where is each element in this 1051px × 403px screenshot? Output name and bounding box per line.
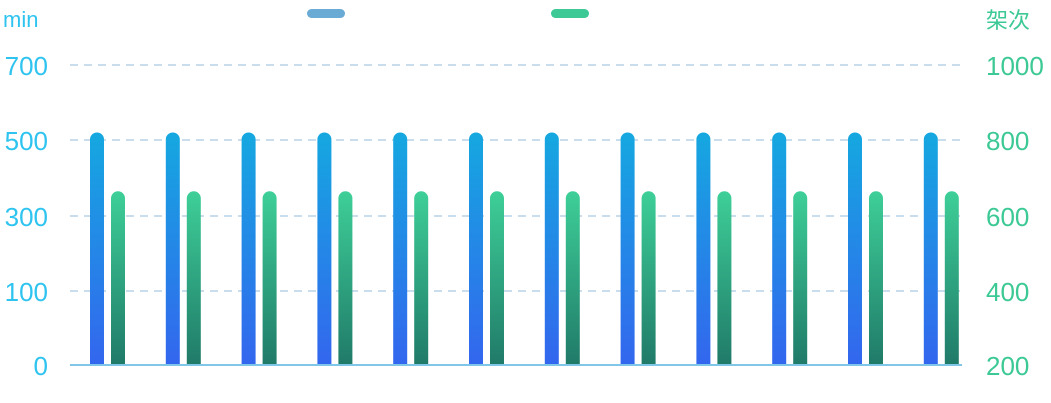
right-axis-ticks: 200 400 600 800 1000 — [986, 51, 1044, 381]
left-axis-tick-label: 700 — [5, 51, 48, 81]
bar-series-0[interactable] — [544, 132, 559, 366]
left-axis-tick-label: 100 — [5, 277, 48, 307]
legend-swatch-series-0[interactable] — [307, 9, 345, 18]
bar-series-1[interactable] — [414, 191, 429, 365]
bar-series-1[interactable] — [793, 191, 808, 365]
bar-series-0[interactable] — [241, 132, 256, 366]
bar-series-1[interactable] — [944, 191, 959, 365]
bar-series-0[interactable] — [696, 132, 711, 366]
right-axis-unit-label: 架次 — [986, 8, 1030, 33]
bar-series-1[interactable] — [262, 191, 277, 365]
right-axis-tick-label: 200 — [986, 351, 1029, 381]
left-axis-tick-label: 0 — [34, 351, 48, 381]
bar-series-0[interactable] — [620, 132, 635, 366]
bar-series-1[interactable] — [717, 191, 732, 365]
bar-series-0[interactable] — [772, 132, 787, 366]
legend-swatch-series-1[interactable] — [551, 9, 589, 18]
grid-lines — [70, 64, 962, 292]
bar-series-0[interactable] — [848, 132, 862, 366]
left-axis-tick-label: 500 — [5, 126, 48, 156]
left-axis-ticks: 0 100 300 500 700 — [5, 51, 48, 381]
bar-series-1[interactable] — [641, 191, 656, 365]
bar-series-1[interactable] — [186, 191, 201, 365]
bar-series-1[interactable] — [490, 191, 504, 365]
left-axis-tick-label: 300 — [5, 202, 48, 232]
bar-series-0[interactable] — [165, 132, 180, 366]
right-axis-tick-label: 600 — [986, 202, 1029, 232]
bars — [90, 132, 959, 366]
bar-series-0[interactable] — [923, 132, 938, 366]
legend — [307, 9, 589, 18]
bar-series-1[interactable] — [869, 191, 883, 365]
bar-series-1[interactable] — [338, 191, 353, 365]
right-axis-tick-label: 800 — [986, 126, 1029, 156]
bar-series-0[interactable] — [469, 132, 483, 366]
bar-series-0[interactable] — [317, 132, 332, 366]
right-axis-tick-label: 1000 — [986, 51, 1044, 81]
left-axis-unit-label: min — [3, 7, 38, 32]
bar-series-1[interactable] — [565, 191, 580, 365]
bar-series-0[interactable] — [393, 132, 408, 366]
bar-series-1[interactable] — [111, 191, 125, 365]
right-axis-tick-label: 400 — [986, 277, 1029, 307]
bar-series-0[interactable] — [90, 132, 104, 366]
